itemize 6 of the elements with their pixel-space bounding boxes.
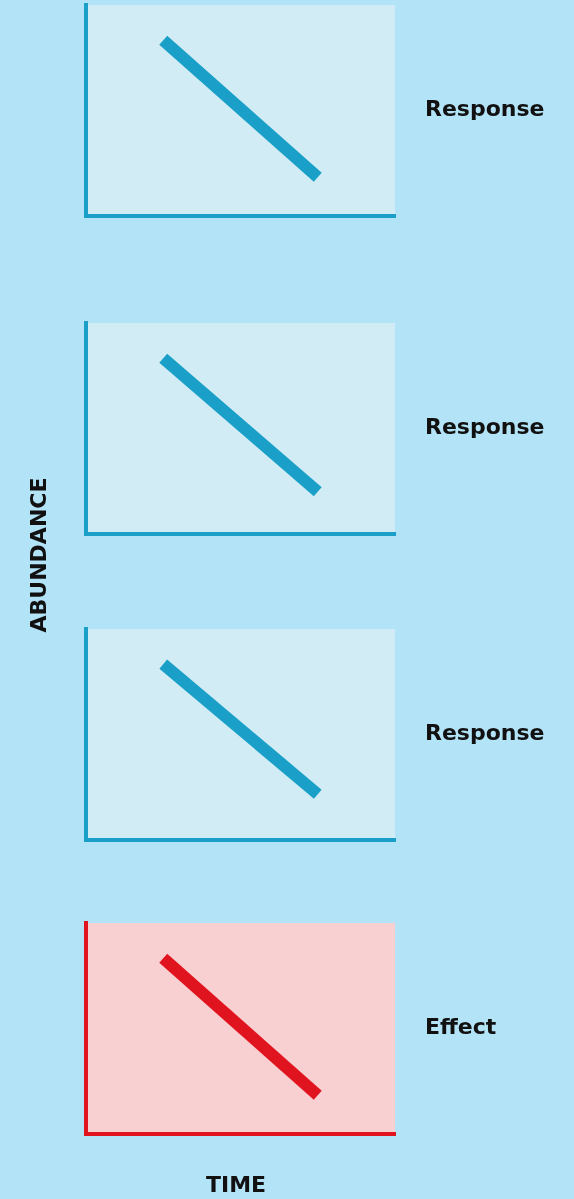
text: Effect — [425, 1014, 497, 1040]
text: Response — [425, 414, 545, 440]
y-axis-title: ABUNDANCE — [25, 477, 51, 633]
text: Response — [425, 720, 545, 746]
x-axis-title: TIME — [205, 1172, 267, 1197]
text: Response — [425, 96, 545, 122]
